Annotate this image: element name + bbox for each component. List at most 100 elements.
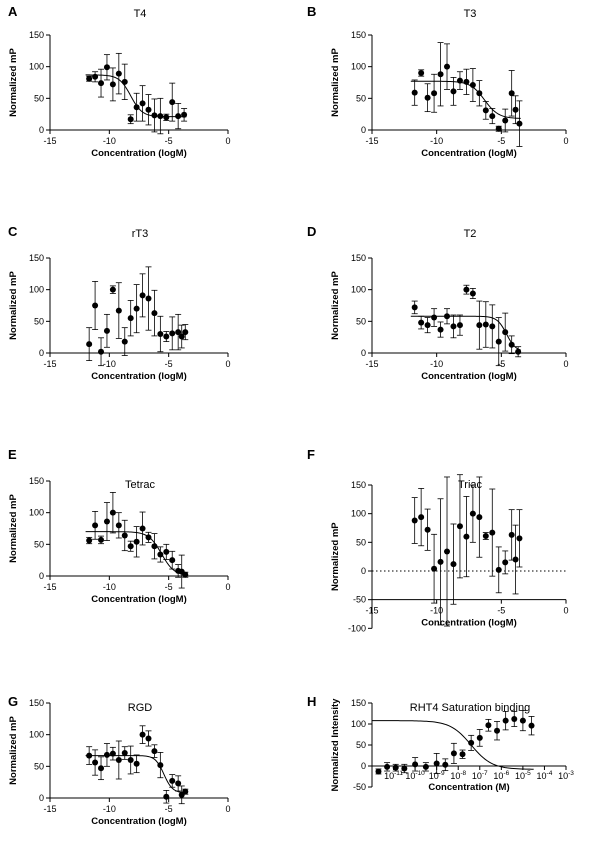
panel-f-data-point	[489, 488, 496, 577]
panel-f-marker	[508, 531, 515, 538]
panel-h-x-tick-label: 10-8	[450, 770, 466, 781]
panel-a-y-tick-label: 100	[29, 62, 44, 72]
panel-d-data-point	[411, 300, 418, 315]
panel-b-marker	[476, 90, 483, 97]
panel-a-data-point	[133, 92, 140, 122]
panel-b-marker	[482, 107, 489, 114]
panel-g-data-point	[178, 785, 185, 805]
panel-b-data-point	[512, 95, 519, 125]
panel-f-y-tick-label: 0	[361, 566, 366, 576]
panel-c-marker	[151, 310, 158, 317]
panel-g-y-tick-label: 50	[34, 761, 44, 771]
panel-a-data-point	[103, 54, 110, 81]
panel-h-data-point	[476, 729, 483, 747]
panel-a-marker	[127, 116, 134, 123]
panel-c-marker	[182, 329, 189, 336]
panel-c-data-point	[86, 327, 93, 362]
panel-b-x-label: Concentration (logM)	[421, 148, 517, 159]
panel-b-data-point	[463, 68, 470, 95]
panel-g-marker	[145, 735, 152, 742]
panel-f-data-point	[411, 497, 418, 544]
panel-c-x-label: Concentration (logM)	[91, 371, 187, 382]
panel-d-data-point	[431, 308, 438, 327]
panel-c-x-tick-label: 0	[225, 359, 230, 369]
panel-f-marker	[456, 523, 463, 530]
panel-a-y-tick-label: 50	[34, 93, 44, 103]
panel-a-marker	[115, 70, 122, 77]
panel-d-marker	[495, 338, 502, 345]
panel-d-x-tick-label: 0	[563, 359, 568, 369]
panel-e-marker	[133, 538, 140, 545]
panel-a-marker	[181, 111, 188, 118]
panel-e-y-tick-label: 50	[34, 539, 44, 549]
panel-e-fit-curve	[85, 531, 187, 576]
panel-e-x-label: Concentration (logM)	[91, 594, 187, 605]
panel-f-x-tick-label: 0	[563, 606, 568, 616]
panel-g-data-point	[133, 754, 140, 774]
panel-c-marker	[115, 307, 122, 314]
panel-d-data-point	[463, 284, 470, 295]
panel-c-marker	[133, 305, 140, 312]
panel-e-marker	[86, 537, 93, 544]
panel-a-y-tick-label: 0	[39, 125, 44, 135]
panel-g-marker	[182, 788, 189, 795]
panel-f-marker	[424, 526, 431, 533]
panel-g-data-point	[86, 746, 93, 765]
panel-c-marker	[175, 329, 182, 336]
panel-h-data-point	[401, 763, 408, 774]
panel-h-y-label: Normalized Intensity	[330, 698, 341, 792]
panel-f-data-point	[502, 550, 509, 575]
panel-d-x-label: Concentration (logM)	[421, 371, 517, 382]
panel-f-data-point	[424, 508, 431, 551]
panel-e-data-point	[151, 533, 158, 560]
panel-f-marker	[444, 548, 451, 555]
panel-e-marker	[115, 522, 122, 529]
panel-b-marker	[502, 117, 509, 124]
panel-f-data-point	[463, 496, 470, 578]
panel-c-marker	[109, 286, 116, 293]
panel-b-marker	[450, 88, 457, 95]
panel-h: H RHT4 Saturation binding -50 0 50 100 150 10-1…	[307, 694, 574, 793]
panel-a-data-point	[121, 63, 128, 100]
panel-b-data-point	[469, 68, 476, 102]
panel-e-data-point	[133, 526, 140, 558]
panel-c-y-label: Normalized mP	[8, 271, 19, 340]
panel-g-marker	[169, 777, 176, 784]
panel-g-data-point	[151, 744, 158, 758]
panel-h-marker	[442, 761, 449, 768]
panel-h-data-point	[459, 749, 466, 759]
panel-e-y-tick-label: 100	[29, 508, 44, 518]
panel-a-marker	[163, 114, 170, 121]
panel-e-marker	[145, 534, 152, 541]
panel-h-data-point	[392, 763, 399, 772]
panel-e-data-point	[103, 502, 110, 541]
panel-e-x-tick-label: -10	[103, 582, 116, 592]
panel-h-x-tick-label: 10-7	[472, 770, 488, 781]
panel-a-data-point	[175, 103, 182, 130]
panel-e-x-tick-label: -5	[165, 582, 173, 592]
panel-g-marker	[157, 762, 164, 769]
panel-h-marker	[511, 715, 518, 722]
panel-b-marker	[437, 71, 444, 78]
panel-d-data-point	[418, 315, 425, 330]
panel-g-x-tick-label: 0	[225, 804, 230, 814]
panel-g-data-point	[103, 743, 110, 767]
panel-e-marker	[121, 532, 128, 539]
panel-d-x-tick-label: -10	[430, 359, 443, 369]
panel-c-data-point	[115, 282, 122, 339]
panel-f-marker	[516, 535, 523, 542]
panel-b-marker	[431, 90, 438, 97]
panel-g-data-point	[175, 775, 182, 792]
panel-b-data-point	[444, 43, 451, 90]
panel-h-y-tick-label: 0	[361, 761, 366, 771]
panel-f-marker	[418, 514, 425, 521]
panel-h-x-tick-label: 10-3	[558, 770, 574, 781]
panel-h-marker	[450, 750, 457, 757]
panel-e-marker	[151, 543, 158, 550]
panel-b-y-tick-label: 100	[351, 62, 366, 72]
panel-a: A T4 0 50 100 150 -15 -10 -5 0 Concentration (logM…	[8, 4, 231, 159]
panel-e-y-tick-label: 0	[39, 571, 44, 581]
panel-d-marker	[437, 326, 444, 333]
panel-b-data-point	[431, 73, 438, 113]
